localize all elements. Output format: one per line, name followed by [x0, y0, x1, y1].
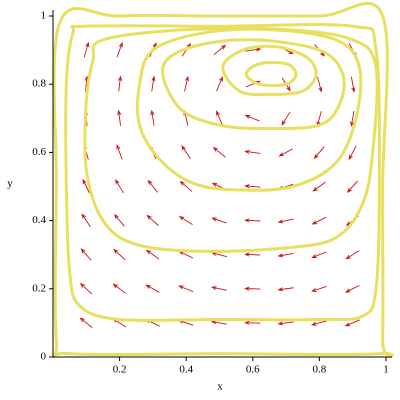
x-tick-label: 0.2 — [113, 364, 127, 376]
vector-arrow — [213, 44, 227, 56]
vector-arrow — [151, 75, 156, 92]
y-tick-label: 0.8 — [32, 78, 46, 90]
streamline — [221, 44, 318, 97]
vector-arrow — [212, 146, 226, 158]
vector-arrow — [216, 76, 223, 92]
vector-arrow — [277, 321, 294, 326]
x-tick-label: 1 — [383, 364, 389, 376]
streamline — [83, 26, 379, 253]
vector-arrow — [313, 146, 325, 160]
vector-arrow — [145, 284, 160, 293]
streamline — [244, 60, 298, 87]
x-tick-label: 0.4 — [179, 364, 193, 376]
vector-arrow — [113, 248, 126, 261]
vector-arrow — [344, 284, 360, 293]
vector-arrow — [345, 250, 360, 260]
vector-arrow — [244, 218, 261, 223]
vector-arrow — [114, 213, 125, 227]
vector-arrow — [350, 110, 355, 127]
vector-arrow — [312, 181, 326, 192]
vector-arrow — [145, 249, 160, 260]
vector-arrow — [277, 218, 294, 224]
streamline — [64, 22, 381, 322]
vector-arrow — [346, 180, 359, 193]
vector-arrow — [244, 115, 260, 122]
vector-arrow — [281, 111, 291, 126]
streamline — [161, 38, 346, 131]
x-tick-label: 0.8 — [313, 364, 327, 376]
vector-arrow — [244, 320, 261, 325]
vector-arrow — [344, 319, 360, 327]
vector-arrow — [244, 252, 261, 257]
y-tick-label: 0 — [41, 351, 47, 363]
vector-arrow — [244, 149, 261, 154]
vector-arrow — [80, 248, 92, 261]
vector-arrow — [244, 184, 261, 189]
y-tick-label: 1 — [41, 10, 47, 22]
x-tick-label: 0.6 — [246, 364, 260, 376]
y-tick-label: 0.6 — [32, 146, 46, 158]
vector-arrow — [178, 215, 193, 225]
vector-arrow — [118, 75, 123, 92]
vector-arrow — [210, 320, 227, 325]
streamline — [52, 1, 394, 358]
x-axis-label: x — [217, 381, 223, 393]
vector-arrow — [178, 285, 194, 293]
vector-arrow — [147, 179, 158, 193]
vector-arrow — [210, 286, 227, 291]
vector-arrow — [350, 76, 356, 93]
vector-arrow — [348, 145, 357, 161]
vector-arrow — [311, 286, 327, 292]
streamline — [135, 27, 363, 192]
vector-arrow — [79, 282, 93, 295]
vector-arrow — [317, 76, 323, 93]
vector-arrow — [216, 110, 223, 126]
vector-arrow — [245, 47, 262, 52]
vector-arrow — [81, 213, 91, 228]
vector-arrow — [278, 148, 293, 157]
vector-arrow — [211, 217, 227, 224]
y-axis-label: y — [7, 178, 13, 190]
vector-arrow — [117, 109, 122, 126]
vector-arrow — [311, 251, 327, 258]
vector-arrow — [115, 179, 124, 194]
vector-arrow — [116, 144, 123, 160]
vector-arrow — [79, 317, 93, 328]
vector-arrow — [179, 180, 193, 192]
vector-arrow — [116, 41, 123, 58]
vector-arrow — [244, 286, 261, 291]
vector-arrow — [310, 320, 327, 326]
vector-arrow — [150, 109, 155, 126]
y-tick-label: 0.4 — [32, 214, 46, 226]
y-tick-label: 0.2 — [32, 282, 46, 294]
vector-arrow — [146, 214, 159, 226]
vector-arrow — [82, 178, 90, 194]
vector-arrow — [311, 216, 327, 225]
vector-arrow — [277, 287, 294, 292]
vector-arrow — [181, 145, 191, 159]
vector-arrow — [277, 252, 294, 258]
vector-arrow — [184, 75, 189, 92]
vector-arrow — [83, 41, 90, 58]
vector-arrow — [112, 283, 126, 294]
